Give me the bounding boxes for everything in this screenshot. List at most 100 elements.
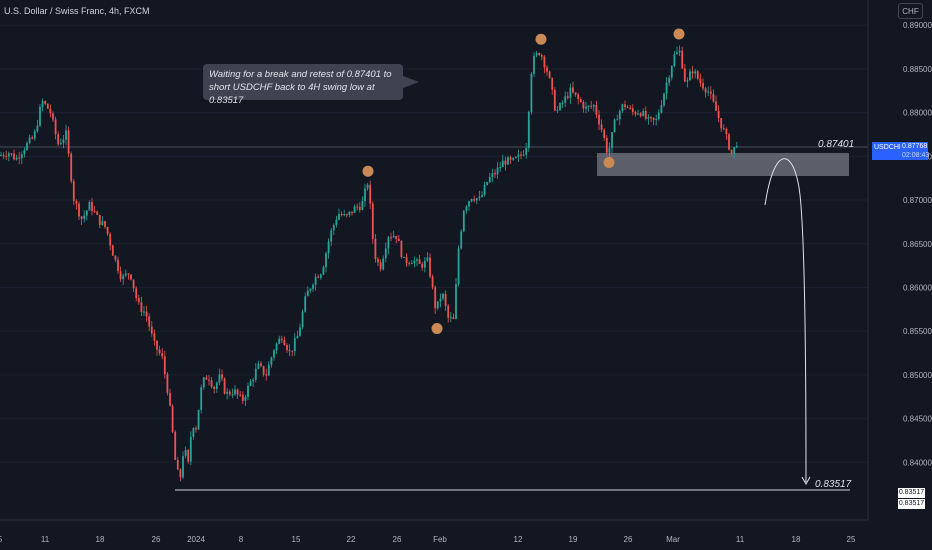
candle-body [291,350,294,352]
time-axis[interactable]: 5 11 18 26 2024 8 15 22 26 Feb 12 19 26 Mar 11 18 25 [0,535,856,544]
candle-body [106,226,109,234]
candle-body [366,184,369,189]
candle-body [85,210,88,216]
candle-body [410,263,413,265]
candle-body [384,248,387,259]
x-tick-label: 25 [847,535,856,544]
candle-body [241,394,244,401]
candle-body [699,78,702,84]
candle-body [257,363,260,369]
x-tick-label: 11 [736,535,745,544]
candle-body [478,196,481,199]
candle-body [426,257,429,261]
candle-body [473,199,476,201]
swing-markers [362,28,685,335]
candle-body [660,105,663,113]
candle-body [189,436,192,462]
candle-body [507,157,509,165]
x-tick-label: 22 [347,535,356,544]
candle-body [455,284,457,319]
candle-body [369,184,372,204]
candle-body [67,130,70,154]
candle-body [111,245,114,256]
candle-body [696,71,699,79]
candle-body [226,391,229,394]
candle-body [171,405,174,432]
candle-body [176,459,179,470]
candle-body [137,298,140,303]
candle-body [361,201,364,210]
candle-body [491,173,494,177]
candle-body [553,89,556,111]
candle-body [468,201,470,207]
candle-body [265,374,268,376]
candle-body [512,157,515,160]
candle-body [130,274,132,280]
candle-body [600,124,603,130]
candle-body [514,156,517,158]
candle-body [358,207,361,210]
candle-body [494,173,496,175]
candle-body [694,71,697,74]
candle-body [20,154,23,159]
candle-body [566,96,569,98]
annotation-callout[interactable]: Waiting for a break and retest of 0.8740… [203,64,403,106]
candle-body [54,119,57,135]
price-axis[interactable]: 0.890000.885000.880000.875000.870000.865… [903,21,932,467]
candle-body [62,139,65,144]
candle-body [730,149,733,154]
candle-body [205,377,208,380]
low-label-1: 0.83517 [898,488,925,498]
candle-body [161,352,164,357]
candle-body [579,99,582,102]
x-tick-label: 26 [624,535,633,544]
candle-body [546,67,548,72]
candle-body [548,71,551,78]
candle-body [678,50,681,53]
candle-body [408,263,411,265]
candle-body [720,118,723,129]
candle-body [200,387,203,410]
candle-body [78,203,80,217]
candle-body [429,257,431,277]
candle-body [132,279,135,289]
candle-body [156,340,158,350]
candle-body [543,56,546,68]
candle-body [663,93,665,106]
candle-body [517,154,520,157]
candle-body [626,106,629,108]
candle-body [319,274,322,278]
candle-body [351,211,353,213]
candle-body [725,128,728,135]
candle-body [234,389,236,395]
candle-body [681,50,684,69]
candle-body [387,237,390,249]
candle-body [119,271,122,280]
candle-body [582,101,585,109]
candle-body [530,73,533,112]
candle-body [179,469,182,478]
candle-body [104,221,106,227]
candle-body [689,71,691,81]
candle-body [452,317,455,319]
candle-body [65,130,67,140]
candle-body [98,214,101,225]
candle-body [80,216,83,219]
candle-body [286,345,288,351]
candle-body [163,356,166,375]
candle-body [33,131,36,139]
candle-body [280,338,283,341]
y-tick-label: 0.84000 [903,458,932,467]
candle-body [273,350,275,358]
x-tick-label: 8 [239,535,244,544]
candle-body [551,77,554,90]
candle-body [670,66,673,78]
candle-body [483,184,486,196]
candle-body [72,181,75,201]
candle-body [252,379,255,382]
candle-body [101,221,104,225]
candle-body [535,53,538,56]
candle-body [356,206,359,208]
currency-button[interactable]: CHF [898,3,923,19]
